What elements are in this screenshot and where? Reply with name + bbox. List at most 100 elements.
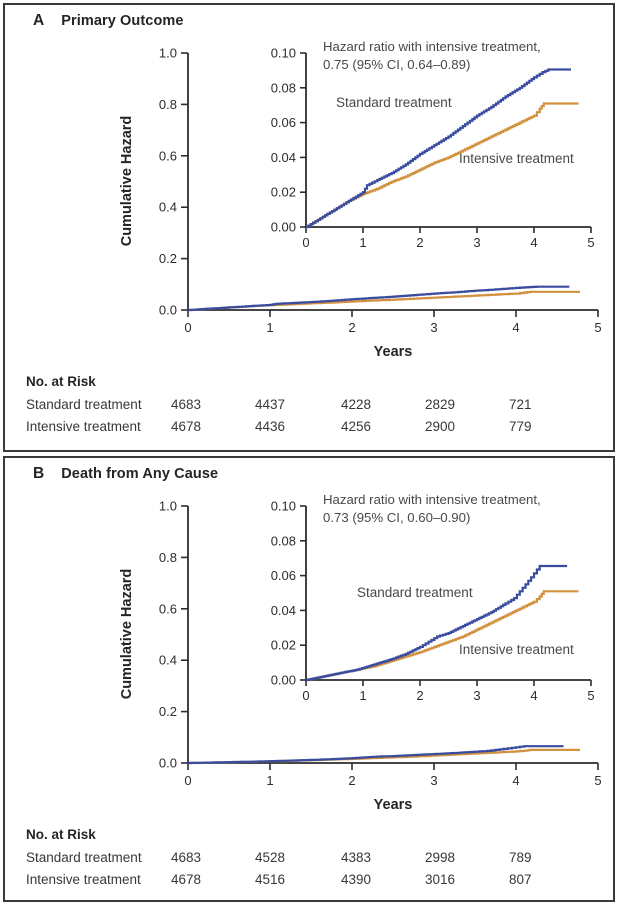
x-tick-label: 4 <box>512 320 519 335</box>
standard-treatment-curve-inset <box>306 68 571 229</box>
y-tick-label: 0.08 <box>271 533 296 548</box>
x-tick-label: 0 <box>184 320 191 335</box>
annotation-line-1: Hazard ratio with intensive treatment, <box>323 492 541 507</box>
standard-treatment-curve-inset <box>306 564 568 682</box>
panel-a-title: A Primary Outcome <box>33 12 184 30</box>
annotation-line-1: Hazard ratio with intensive treatment, <box>323 39 541 54</box>
y-tick-label: 0.6 <box>159 148 177 163</box>
risk-value: 4516 <box>255 872 286 887</box>
x-tick-label: 5 <box>594 773 601 788</box>
y-tick-label: 0.08 <box>271 80 296 95</box>
y-tick-label: 0.2 <box>159 251 177 266</box>
cumulative-hazard-chart-a: 0.0 0.2 0.4 0.6 0.8 1.0 0 1 2 3 4 5 0.00 0.02 0.04 0.06… <box>159 46 602 336</box>
y-tick-label: 0.10 <box>271 499 296 514</box>
x-tick-label: 2 <box>416 688 423 703</box>
x-tick-label: 2 <box>416 235 423 250</box>
risk-value: 4683 <box>171 397 202 412</box>
risk-value: 2900 <box>425 419 456 434</box>
x-tick-label: 0 <box>184 773 191 788</box>
risk-row-label: Intensive treatment <box>26 872 141 887</box>
risk-row-label: Intensive treatment <box>26 419 141 434</box>
y-tick-label: 0.02 <box>271 185 296 200</box>
risk-row-label: Standard treatment <box>26 850 142 865</box>
cumulative-hazard-chart-b: 0.0 0.2 0.4 0.6 0.8 1.0 0 1 2 3 4 5 0.00 0.02 0.04 0.06… <box>159 499 602 789</box>
x-axis-title: Years <box>373 344 413 360</box>
standard-treatment-label: Standard treatment <box>357 585 473 600</box>
y-tick-label: 0.10 <box>271 46 296 61</box>
risk-value: 2829 <box>425 397 456 412</box>
risk-value: 4228 <box>341 397 372 412</box>
x-tick-label: 3 <box>430 773 437 788</box>
hazard-ratio-annotation: Hazard ratio with intensive treatment, 0… <box>323 38 541 74</box>
panel-letter: B <box>33 465 45 482</box>
risk-value: 4383 <box>341 850 372 865</box>
x-tick-label: 4 <box>530 235 537 250</box>
y-tick-label: 0.8 <box>159 97 177 112</box>
x-tick-label: 5 <box>587 235 594 250</box>
y-axis-title: Cumulative Hazard <box>119 115 135 247</box>
annotation-line-2: 0.75 (95% CI, 0.64–0.89) <box>323 57 471 72</box>
x-tick-label: 5 <box>594 320 601 335</box>
y-tick-label: 0.4 <box>159 653 177 668</box>
annotation-line-2: 0.73 (95% CI, 0.60–0.90) <box>323 510 471 525</box>
risk-value: 4436 <box>255 419 286 434</box>
y-tick-label: 0.6 <box>159 601 177 616</box>
x-axis-title: Years <box>373 797 413 813</box>
x-tick-label: 1 <box>359 235 366 250</box>
panel-b-title: B Death from Any Cause <box>33 465 218 483</box>
risk-value: 4528 <box>255 850 286 865</box>
y-tick-label: 0.00 <box>271 673 296 688</box>
risk-value: 4256 <box>341 419 372 434</box>
x-tick-label: 1 <box>359 688 366 703</box>
y-tick-label: 1.0 <box>159 499 177 514</box>
y-tick-label: 0.04 <box>271 150 296 165</box>
y-tick-label: 0.04 <box>271 603 296 618</box>
x-tick-label: 2 <box>348 773 355 788</box>
risk-table-header: No. at Risk <box>26 827 96 842</box>
risk-value: 721 <box>509 397 532 412</box>
x-tick-label: 5 <box>587 688 594 703</box>
x-tick-label: 1 <box>266 320 273 335</box>
risk-value: 4678 <box>171 419 202 434</box>
standard-treatment-curve-main <box>188 745 564 765</box>
panel-b-death-any-cause: 0.0 0.2 0.4 0.6 0.8 1.0 0 1 2 3 4 5 0.00 0.02 0.04 0.06… <box>3 456 615 902</box>
risk-value: 4683 <box>171 850 202 865</box>
risk-value: 4437 <box>255 397 286 412</box>
intensive-treatment-label: Intensive treatment <box>459 151 574 166</box>
risk-row-label: Standard treatment <box>26 397 142 412</box>
y-tick-label: 0.06 <box>271 115 296 130</box>
x-tick-label: 4 <box>512 773 519 788</box>
x-tick-label: 2 <box>348 320 355 335</box>
x-tick-label: 3 <box>473 235 480 250</box>
standard-treatment-curve-main <box>188 285 570 312</box>
y-tick-label: 0.02 <box>271 638 296 653</box>
panel-title-text: Death from Any Cause <box>61 466 219 482</box>
risk-value: 789 <box>509 850 532 865</box>
y-tick-label: 0.4 <box>159 200 177 215</box>
y-axis-title: Cumulative Hazard <box>119 568 135 700</box>
hazard-ratio-annotation: Hazard ratio with intensive treatment, 0… <box>323 491 541 527</box>
risk-value: 4390 <box>341 872 372 887</box>
x-tick-label: 3 <box>430 320 437 335</box>
risk-value: 3016 <box>425 872 456 887</box>
y-tick-label: 0.00 <box>271 220 296 235</box>
risk-value: 779 <box>509 419 532 434</box>
y-tick-label: 0.0 <box>159 303 177 318</box>
y-tick-label: 1.0 <box>159 46 177 61</box>
x-tick-label: 1 <box>266 773 273 788</box>
intensive-treatment-label: Intensive treatment <box>459 642 574 657</box>
risk-value: 2998 <box>425 850 456 865</box>
x-tick-label: 0 <box>302 235 309 250</box>
y-tick-label: 0.06 <box>271 568 296 583</box>
x-tick-label: 4 <box>530 688 537 703</box>
y-tick-label: 0.2 <box>159 704 177 719</box>
standard-treatment-label: Standard treatment <box>336 95 452 110</box>
panel-a-primary-outcome: 0.0 0.2 0.4 0.6 0.8 1.0 0 1 2 3 4 5 0.00 0.02 0.04 0.06… <box>3 3 615 452</box>
x-tick-label: 3 <box>473 688 480 703</box>
risk-table-header: No. at Risk <box>26 374 96 389</box>
risk-value: 4678 <box>171 872 202 887</box>
panel-letter: A <box>33 12 45 29</box>
axis-line <box>187 506 598 764</box>
risk-value: 807 <box>509 872 532 887</box>
